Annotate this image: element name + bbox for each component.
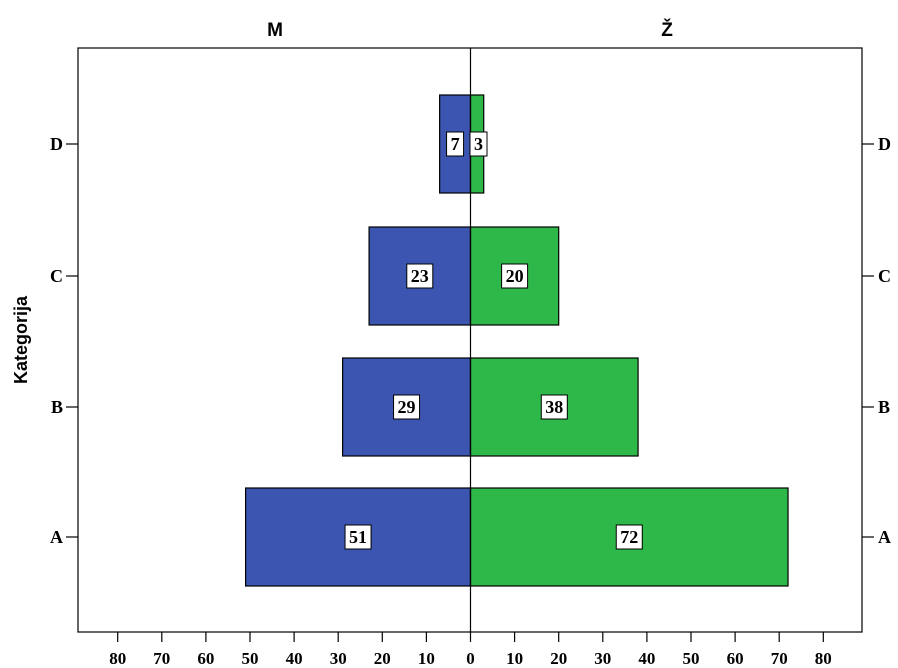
- xtick-label: 80: [815, 649, 832, 668]
- data-label-female-B: 38: [545, 397, 563, 417]
- bar-male-D: [439, 94, 472, 194]
- data-label-female-D: 3: [474, 134, 483, 154]
- data-label-female-B-box: [540, 394, 568, 420]
- xtick-label: 20: [550, 649, 567, 668]
- series-header-male: M: [267, 20, 283, 41]
- data-label-female-A-box: [615, 524, 643, 550]
- ytick-label-left-C: C: [50, 266, 63, 286]
- ytick-label-left-B: B: [51, 397, 63, 417]
- data-label-male-B-box: [393, 394, 421, 420]
- xtick-label: 60: [727, 649, 744, 668]
- y-axis-label: Kategorija: [11, 295, 31, 384]
- xtick-label: 0: [466, 649, 475, 668]
- xtick-label: 50: [683, 649, 700, 668]
- data-label-male-D-box: [446, 131, 465, 157]
- data-label-male-D: 7: [451, 134, 460, 154]
- xtick-label: 40: [638, 649, 655, 668]
- data-label-male-B: 29: [398, 397, 416, 417]
- data-label-male-C: 23: [411, 266, 429, 286]
- ytick-label-right-B: B: [878, 397, 890, 417]
- ytick-label-right-C: C: [878, 266, 891, 286]
- ytick-label-left-A: A: [50, 527, 63, 547]
- series-header-female: Ž: [661, 19, 673, 41]
- data-label-female-C: 20: [506, 266, 524, 286]
- data-label-male-A: 51: [349, 527, 367, 547]
- data-label-male-C-box: [406, 263, 434, 289]
- xtick-label: 50: [242, 649, 259, 668]
- xtick-label: 10: [506, 649, 523, 668]
- data-label-female-A: 72: [620, 527, 638, 547]
- xtick-label: 30: [594, 649, 611, 668]
- data-label-female-D-box: [469, 131, 488, 157]
- ytick-label-left-D: D: [50, 134, 63, 154]
- xtick-label: 40: [286, 649, 303, 668]
- data-label-female-C-box: [501, 263, 529, 289]
- ytick-label-right-D: D: [878, 134, 891, 154]
- xtick-label: 70: [153, 649, 170, 668]
- xtick-label: 60: [197, 649, 214, 668]
- xtick-label: 80: [109, 649, 126, 668]
- ytick-label-right-A: A: [878, 527, 891, 547]
- xtick-label: 20: [374, 649, 391, 668]
- xtick-label: 30: [330, 649, 347, 668]
- xtick-label: 10: [418, 649, 435, 668]
- xtick-label: 70: [771, 649, 788, 668]
- data-label-male-A-box: [344, 524, 372, 550]
